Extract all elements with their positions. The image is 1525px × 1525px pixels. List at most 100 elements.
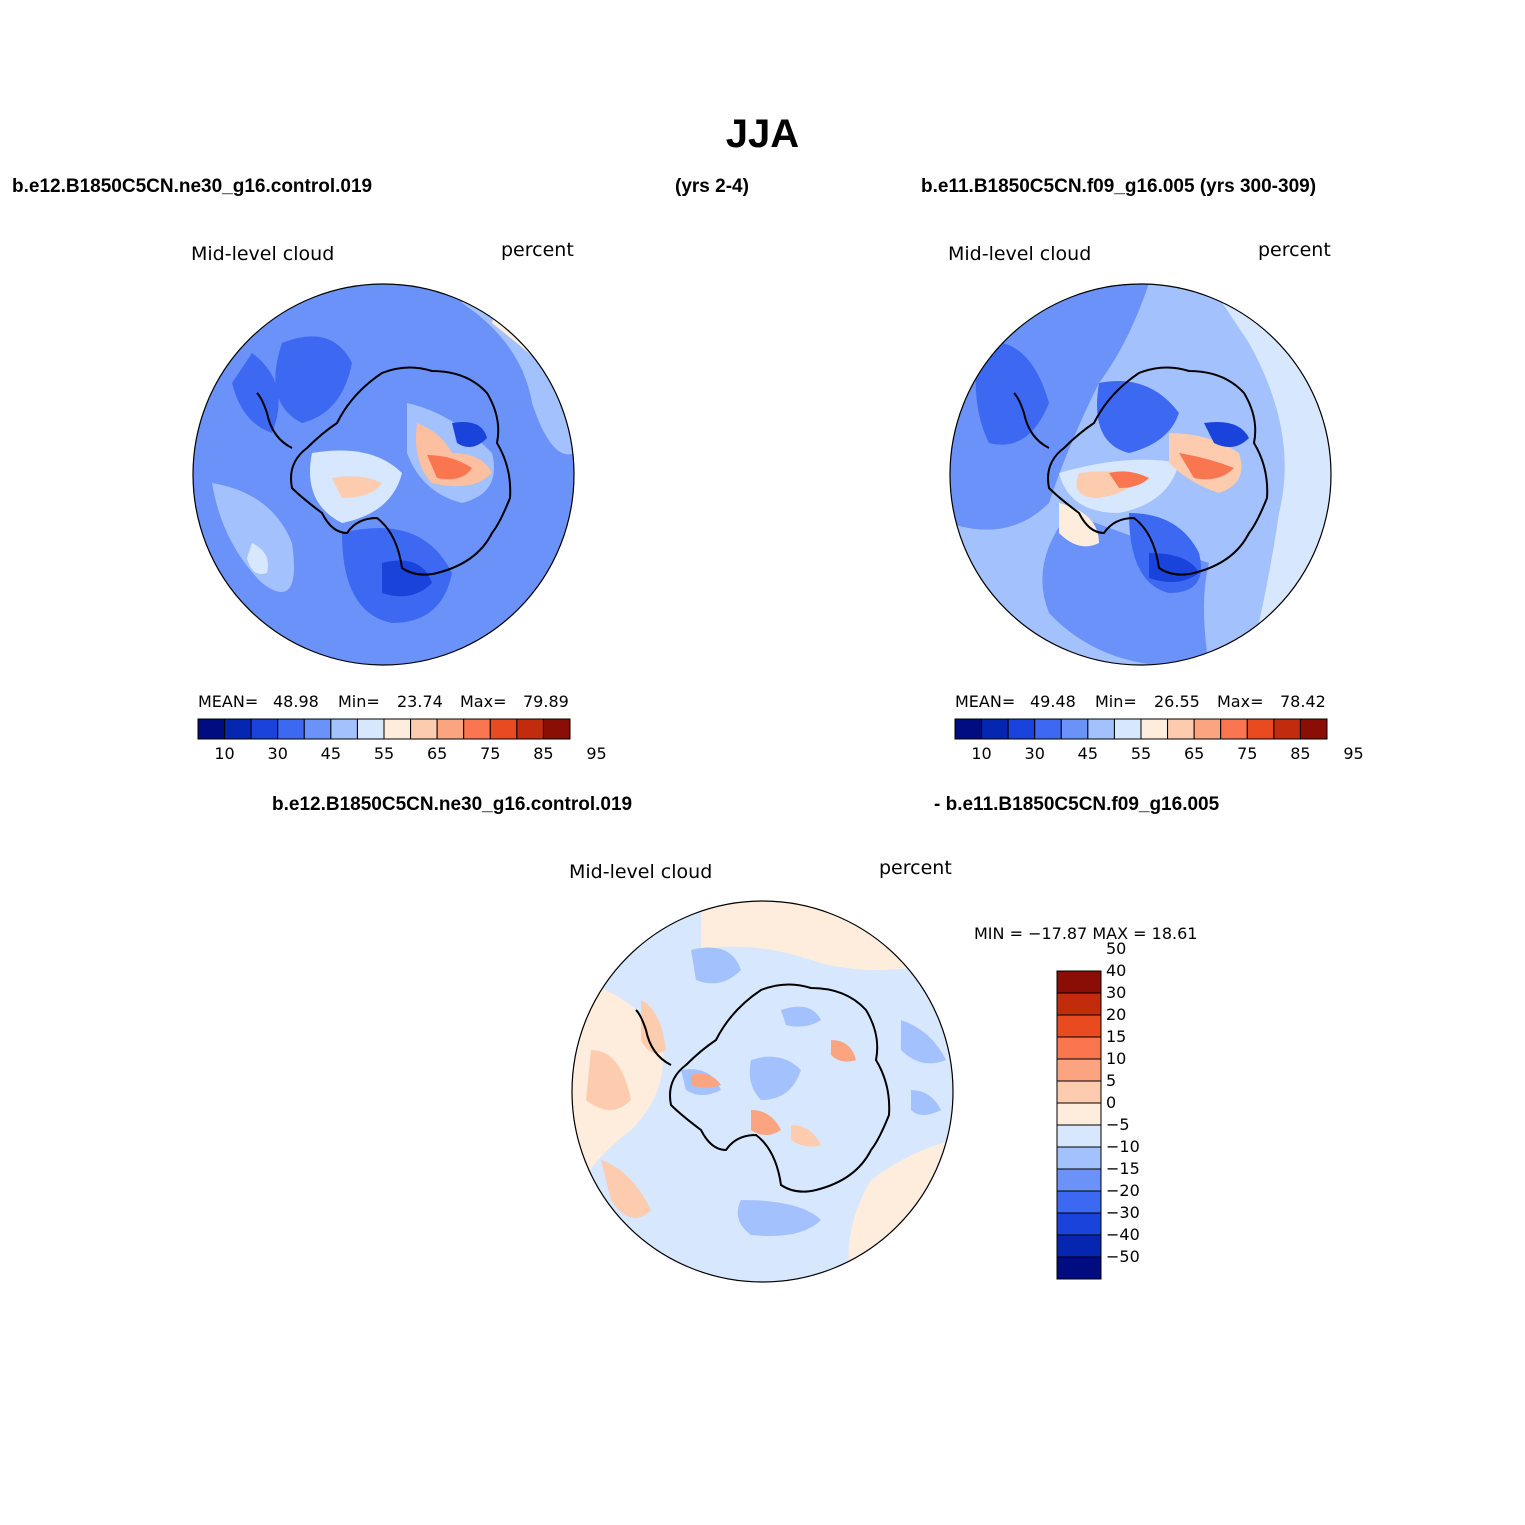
figure-title: JJA bbox=[725, 112, 800, 156]
colorbar-swatch bbox=[1056, 1080, 1102, 1104]
colorbar-swatch bbox=[1056, 1234, 1102, 1258]
colorbar-tick-label: 10 bbox=[971, 744, 992, 763]
colorbar-swatch bbox=[1220, 718, 1248, 740]
colorbar-swatch bbox=[1056, 1102, 1102, 1126]
case-a-years: (yrs 2-4) bbox=[675, 176, 749, 197]
colorbar-swatch bbox=[410, 718, 438, 740]
colorbar-swatch bbox=[1056, 1212, 1102, 1236]
panel-2-map bbox=[949, 283, 1332, 666]
case-b-name: b.e11.B1850C5CN.f09_g16.005 (yrs 300-309… bbox=[921, 176, 1317, 197]
panel-2-colorbar bbox=[954, 718, 1328, 740]
diff-case-a-name: b.e12.B1850C5CN.ne30_g16.control.019 bbox=[272, 794, 633, 815]
colorbar-swatch bbox=[330, 718, 358, 740]
panel-3-units: percent bbox=[879, 857, 952, 879]
colorbar-tick-label: 30 bbox=[267, 744, 288, 763]
panel-1-max: 79.89 bbox=[523, 692, 569, 711]
colorbar-swatch bbox=[1167, 718, 1195, 740]
colorbar-swatch bbox=[489, 718, 518, 740]
colorbar-swatch bbox=[1056, 1036, 1102, 1060]
colorbar-tick-label: 45 bbox=[1077, 744, 1099, 763]
colorbar-swatch bbox=[1056, 1058, 1102, 1082]
colorbar-swatch bbox=[436, 718, 465, 740]
panel-2-min-label: Min= bbox=[1095, 692, 1137, 711]
colorbar-tick-label: −40 bbox=[1106, 1225, 1140, 1244]
panel-1-mean-label: MEAN= bbox=[198, 692, 259, 711]
colorbar-tick-label: 10 bbox=[1106, 1049, 1127, 1068]
colorbar-tick-label: −30 bbox=[1106, 1203, 1140, 1222]
panel-3-variable: Mid-level cloud bbox=[569, 861, 713, 883]
colorbar-swatch bbox=[356, 718, 385, 740]
colorbar-tick-label: −15 bbox=[1106, 1159, 1140, 1178]
colorbar-tick-label: 85 bbox=[1290, 744, 1311, 763]
colorbar-swatch bbox=[1056, 1168, 1102, 1192]
colorbar-tick-label: 75 bbox=[480, 744, 501, 763]
panel-1-max-label: Max= bbox=[460, 692, 507, 711]
panel-1-colorbar bbox=[197, 718, 571, 740]
colorbar-swatch bbox=[277, 718, 305, 740]
colorbar-swatch bbox=[250, 718, 279, 740]
colorbar-tick-label: 15 bbox=[1106, 1027, 1127, 1046]
colorbar-tick-label: 10 bbox=[214, 744, 235, 763]
colorbar-swatch bbox=[1299, 718, 1328, 740]
colorbar-swatch bbox=[1056, 992, 1102, 1016]
colorbar-swatch bbox=[383, 718, 412, 740]
colorbar-swatch bbox=[1140, 718, 1169, 740]
colorbar-tick-label: −50 bbox=[1106, 1247, 1140, 1266]
panel-1-variable: Mid-level cloud bbox=[191, 243, 335, 265]
colorbar-swatch bbox=[1056, 1014, 1102, 1038]
colorbar-tick-label: 95 bbox=[1343, 744, 1364, 763]
colorbar-swatch bbox=[1034, 718, 1062, 740]
colorbar-tick-label: 55 bbox=[373, 744, 395, 763]
colorbar-swatch bbox=[1056, 1124, 1102, 1148]
colorbar-tick-label: 85 bbox=[533, 744, 554, 763]
colorbar-swatch bbox=[303, 718, 332, 740]
colorbar-tick-label: 55 bbox=[1130, 744, 1152, 763]
panel-2-mean: 49.48 bbox=[1030, 692, 1076, 711]
colorbar-tick-label: 65 bbox=[1183, 744, 1205, 763]
panel-3-map bbox=[571, 900, 954, 1283]
colorbar-tick-label: 75 bbox=[1237, 744, 1258, 763]
panel-1-mean: 48.98 bbox=[273, 692, 319, 711]
colorbar-swatch bbox=[1113, 718, 1142, 740]
panel-2-max: 78.42 bbox=[1280, 692, 1326, 711]
case-a-name: b.e12.B1850C5CN.ne30_g16.control.019 bbox=[12, 176, 373, 197]
colorbar-swatch bbox=[197, 718, 226, 740]
colorbar-swatch bbox=[1273, 718, 1301, 740]
colorbar-swatch bbox=[224, 718, 252, 740]
colorbar-swatch bbox=[981, 718, 1009, 740]
colorbar-swatch bbox=[1087, 718, 1115, 740]
colorbar-swatch bbox=[954, 718, 983, 740]
colorbar-swatch bbox=[1056, 1190, 1102, 1214]
colorbar-tick-label: 50 bbox=[1106, 939, 1127, 958]
colorbar-swatch bbox=[1193, 718, 1222, 740]
panel-1-units: percent bbox=[501, 239, 574, 261]
colorbar-tick-label: 20 bbox=[1106, 1005, 1127, 1024]
panel-3-colorbar bbox=[1056, 970, 1102, 1280]
diff-case-b-name: - b.e11.B1850C5CN.f09_g16.005 bbox=[934, 794, 1220, 815]
panel-1-min: 23.74 bbox=[397, 692, 443, 711]
colorbar-swatch bbox=[516, 718, 544, 740]
panel-2-mean-label: MEAN= bbox=[955, 692, 1016, 711]
panel-2-max-label: Max= bbox=[1217, 692, 1264, 711]
colorbar-tick-label: 5 bbox=[1106, 1071, 1117, 1090]
colorbar-tick-label: 30 bbox=[1024, 744, 1045, 763]
colorbar-swatch bbox=[1007, 718, 1036, 740]
panel-2-min: 26.55 bbox=[1154, 692, 1200, 711]
colorbar-swatch bbox=[1056, 1146, 1102, 1170]
colorbar-tick-label: 65 bbox=[426, 744, 448, 763]
panel-1-map bbox=[192, 283, 575, 666]
panel-3-minmax: MIN = −17.87 MAX = 18.61 bbox=[974, 924, 1198, 943]
colorbar-swatch bbox=[1246, 718, 1275, 740]
colorbar-tick-label: 95 bbox=[586, 744, 607, 763]
colorbar-tick-label: −20 bbox=[1106, 1181, 1140, 1200]
colorbar-swatch bbox=[1056, 1256, 1102, 1280]
colorbar-swatch bbox=[1060, 718, 1089, 740]
panel-2-units: percent bbox=[1258, 239, 1331, 261]
panel-2-variable: Mid-level cloud bbox=[948, 243, 1092, 265]
colorbar-swatch bbox=[1056, 970, 1102, 994]
colorbar-swatch bbox=[463, 718, 491, 740]
colorbar-tick-label: −5 bbox=[1106, 1115, 1130, 1134]
colorbar-tick-label: 0 bbox=[1106, 1093, 1117, 1112]
colorbar-tick-label: 40 bbox=[1106, 961, 1127, 980]
colorbar-tick-label: 30 bbox=[1106, 983, 1127, 1002]
